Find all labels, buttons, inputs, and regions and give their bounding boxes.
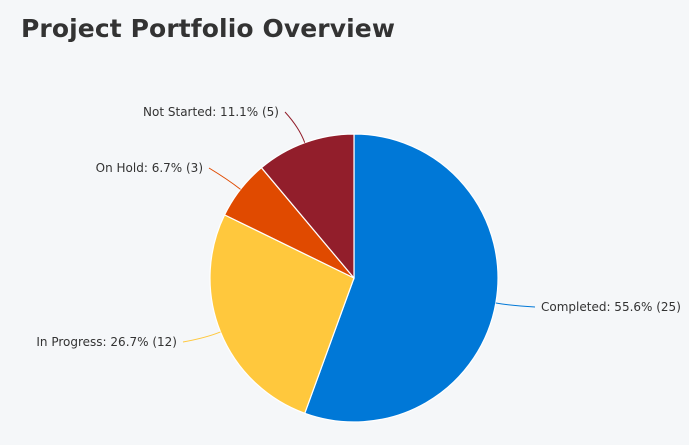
leader-line-on-hold <box>208 167 241 190</box>
slice-label-completed: Completed: 55.6% (25) <box>541 300 681 314</box>
slice-labels: Completed: 55.6% (25) In Progress: 26.7% … <box>36 105 680 349</box>
pie-slice-not-started <box>260 133 355 280</box>
leader-line-in-progress <box>182 331 221 343</box>
pie-slice-in-progress <box>209 214 355 415</box>
leader-line-completed <box>495 302 536 308</box>
leader-lines <box>182 111 536 343</box>
chart-title: Project Portfolio Overview <box>21 14 396 43</box>
slice-label-in-progress: In Progress: 26.7% (12) <box>36 335 177 349</box>
slice-label-on-hold: On Hold: 6.7% (3) <box>96 161 203 175</box>
leader-line-not-started <box>284 111 306 143</box>
pie-slice-completed <box>303 133 499 423</box>
slice-label-not-started: Not Started: 11.1% (5) <box>143 105 279 119</box>
pie-slices <box>209 133 499 423</box>
